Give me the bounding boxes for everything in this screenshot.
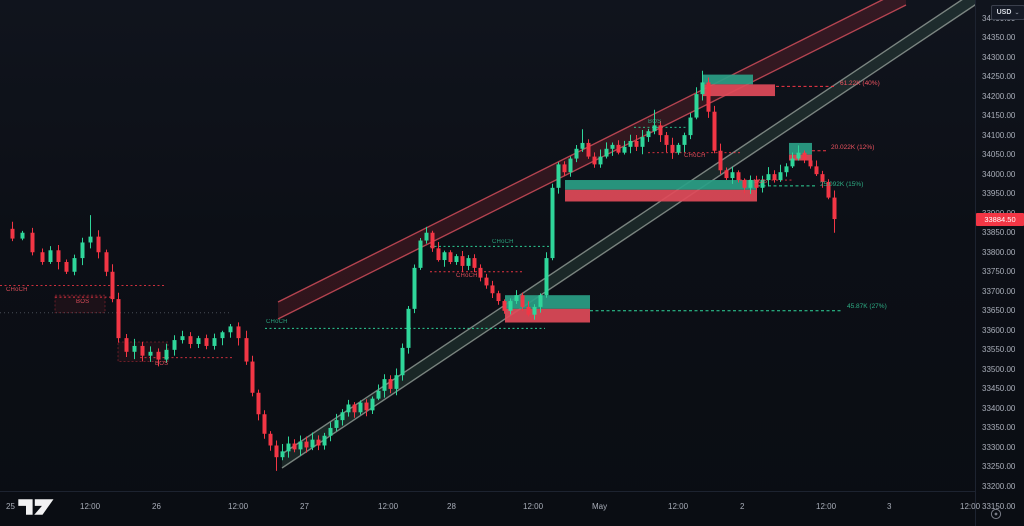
price-tick-label: 33400.00 <box>982 403 1016 413</box>
order-block-zone[interactable] <box>702 74 836 97</box>
time-tick-label: 12:00 <box>523 502 544 511</box>
currency-selector-button[interactable]: USD ⌄ <box>991 5 1024 20</box>
price-tick-label: 34150.00 <box>982 111 1016 121</box>
price-tick-label: 33550.00 <box>982 345 1016 355</box>
supply-box[interactable] <box>54 294 106 314</box>
last-price-label: 33884.50 <box>976 212 1024 226</box>
time-tick-label: May <box>592 502 608 511</box>
time-tick-label: 27 <box>300 502 309 511</box>
price-tick-label: 33250.00 <box>982 462 1016 472</box>
currency-label: USD <box>996 9 1012 16</box>
target-icon[interactable] <box>989 507 1003 521</box>
price-tick-label: 33950.00 <box>982 189 1016 199</box>
order-block-zone[interactable] <box>565 180 816 202</box>
tradingview-logo[interactable] <box>18 496 56 523</box>
price-tick-label: 33850.00 <box>982 228 1016 238</box>
price-tick-label: 34200.00 <box>982 91 1016 101</box>
price-tick-label: 33150.00 <box>982 501 1016 511</box>
candlestick-series <box>10 70 837 471</box>
price-tick-label: 33700.00 <box>982 286 1016 296</box>
price-tick-label: 34350.00 <box>982 33 1016 43</box>
price-tick-label: 33750.00 <box>982 267 1016 277</box>
price-axis[interactable]: 34400.0034350.0034300.0034250.0034200.00… <box>975 0 1024 526</box>
time-tick-label: 28 <box>447 502 456 511</box>
time-tick-label: 12:00 <box>668 502 689 511</box>
trend-channel[interactable] <box>281 0 978 469</box>
time-tick-label: 12:00 <box>378 502 399 511</box>
order-block-zone[interactable] <box>789 142 827 161</box>
plot-area <box>0 0 978 471</box>
time-axis[interactable]: 25 12:00 26 12:00 27 12:00 28 12:00 May 12:00 2 12:… <box>0 491 980 526</box>
time-tick-label: 25 <box>6 502 15 511</box>
price-tick-label: 33600.00 <box>982 325 1016 335</box>
tradingview-logo-icon <box>18 499 54 515</box>
price-tick-label: 33300.00 <box>982 442 1016 452</box>
time-tick-label: 12:00 <box>80 502 101 511</box>
order-block-zone[interactable] <box>505 295 843 323</box>
price-tick-label: 33350.00 <box>982 423 1016 433</box>
time-tick-label: 26 <box>152 502 161 511</box>
chevron-down-icon: ⌄ <box>1014 10 1020 15</box>
price-tick-label: 34000.00 <box>982 169 1016 179</box>
price-tick-label: 34100.00 <box>982 130 1016 140</box>
price-tick-label: 33650.00 <box>982 306 1016 316</box>
time-tick-label: 12:00 <box>960 502 981 511</box>
price-tick-label: 34300.00 <box>982 52 1016 62</box>
price-tick-label: 34050.00 <box>982 150 1016 160</box>
price-tick-label: 33500.00 <box>982 364 1016 374</box>
price-tick-label: 33450.00 <box>982 384 1016 394</box>
target-icon-glyph <box>990 508 1002 520</box>
time-tick-label: 12:00 <box>816 502 837 511</box>
price-tick-label: 34250.00 <box>982 72 1016 82</box>
time-tick-label: 2 <box>740 502 745 511</box>
time-tick-label: 3 <box>887 502 892 511</box>
price-tick-label: 33800.00 <box>982 247 1016 257</box>
price-tick-label: 33200.00 <box>982 481 1016 491</box>
time-tick-label: 12:00 <box>228 502 249 511</box>
